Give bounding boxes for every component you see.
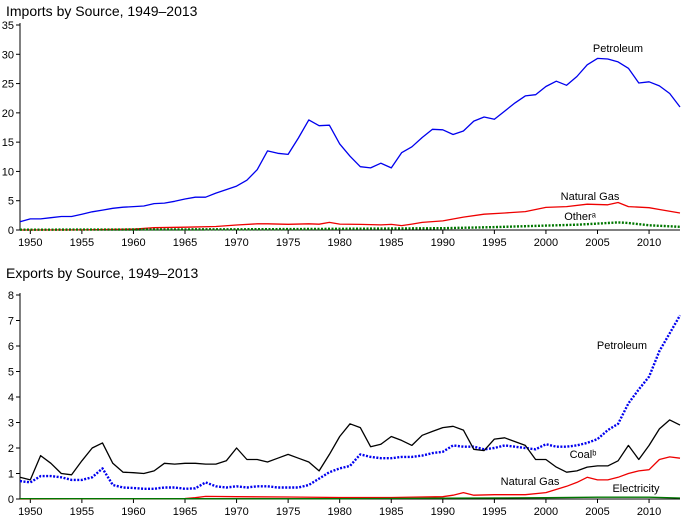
exports-y-tick-label: 1 [8, 469, 14, 481]
exports-x-tick-label: 1990 [431, 506, 455, 518]
imports-x-tick-label: 2000 [534, 237, 558, 249]
exports-x-tick-label: 1975 [276, 506, 300, 518]
imports-other-label: Otherᵃ [564, 211, 597, 223]
exports-x-tick-label: 2010 [637, 506, 661, 518]
exports-coal-label: Coalᵇ [570, 449, 597, 461]
exports-natural-gas-line [19, 456, 681, 500]
exports-y-tick-label: 4 [8, 392, 14, 404]
imports-y-tick-label: 20 [2, 108, 14, 120]
imports-y-tick-label: 15 [2, 137, 14, 149]
exports-y-tick-label: 2 [8, 443, 14, 455]
exports-y-tick-label: 8 [8, 290, 14, 302]
exports-y-tick-label: 5 [8, 367, 14, 379]
exports-x-tick-label: 1970 [224, 506, 248, 518]
imports-x-tick-label: 1995 [482, 237, 506, 249]
imports-y-tick-label: 35 [2, 20, 14, 32]
imports-x-tick-label: 2005 [585, 237, 609, 249]
imports-x-tick-label: 1980 [327, 237, 351, 249]
imports-petroleum-line [19, 57, 681, 223]
imports-y-tick-label: 10 [2, 166, 14, 178]
exports-x-tick-label: 1955 [70, 506, 94, 518]
exports-y-tick-label: 3 [8, 418, 14, 430]
exports-x-tick-label: 2000 [534, 506, 558, 518]
imports-x-tick-label: 1965 [173, 237, 197, 249]
imports-x-tick-label: 1955 [70, 237, 94, 249]
exports-x-tick-label: 1980 [327, 506, 351, 518]
imports-petroleum-label: Petroleum [593, 43, 643, 55]
imports-x-tick-label: 1985 [379, 237, 403, 249]
imports-x-tick-label: 1975 [276, 237, 300, 249]
exports-coal-line [19, 419, 681, 481]
exports-petroleum-line [19, 314, 682, 490]
imports-chart-title: Imports by Source, 1949–2013 [6, 3, 198, 19]
exports-x-tick-label: 1950 [18, 506, 42, 518]
imports-y-tick-label: 25 [2, 79, 14, 91]
imports-x-tick-label: 2010 [637, 237, 661, 249]
exports-electricity-line [20, 496, 681, 500]
exports-x-tick-label: 1960 [121, 506, 145, 518]
exports-x-tick-label: 1985 [379, 506, 403, 518]
exports-petroleum-label: Petroleum [597, 340, 647, 352]
exports-x-tick-label: 2005 [585, 506, 609, 518]
imports-y-tick-label: 30 [2, 49, 14, 61]
exports-electricity-label: Electricity [612, 483, 660, 495]
exports-x-tick-label: 1995 [482, 506, 506, 518]
imports-x-tick-label: 1960 [121, 237, 145, 249]
exports-y-tick-label: 0 [8, 494, 14, 506]
imports-x-tick-label: 1950 [18, 237, 42, 249]
imports-y-tick-label: 0 [8, 225, 14, 237]
imports-y-tick-label: 5 [8, 196, 14, 208]
imports-x-tick-label: 1970 [224, 237, 248, 249]
exports-chart-title: Exports by Source, 1949–2013 [6, 265, 199, 281]
imports-natural-gas-line [19, 201, 681, 231]
exports-x-tick-label: 1965 [173, 506, 197, 518]
imports-x-tick-label: 1990 [431, 237, 455, 249]
imports-other-line [19, 221, 681, 231]
exports-natural-gas-label: Natural Gas [501, 476, 560, 488]
imports-natural-gas-label: Natural Gas [561, 191, 620, 203]
exports-y-tick-label: 7 [8, 316, 14, 328]
exports-y-tick-label: 6 [8, 341, 14, 353]
